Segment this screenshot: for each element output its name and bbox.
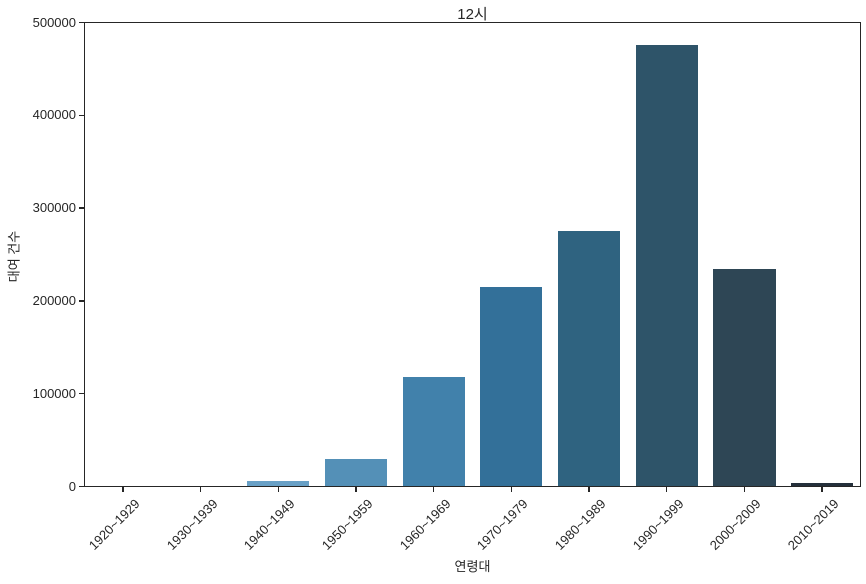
x-tick-mark xyxy=(122,487,124,492)
bar-1960~1969 xyxy=(402,376,465,487)
x-tick-mark xyxy=(588,487,590,492)
x-axis-label: 연령대 xyxy=(454,559,491,574)
x-tick-mark xyxy=(821,487,823,492)
x-tick-mark xyxy=(666,487,668,492)
bar-1940~1949 xyxy=(247,481,310,487)
bar-1950~1959 xyxy=(324,459,388,487)
chart-title: 12시 xyxy=(457,6,488,23)
x-tick-mark xyxy=(199,487,202,492)
y-tick-mark xyxy=(79,300,84,302)
bar-2010~2019 xyxy=(791,483,854,487)
bar-1990~1999 xyxy=(635,44,698,487)
y-tick-mark xyxy=(79,485,84,488)
y-tick-label: 400000 xyxy=(32,107,76,123)
bar-1970~1979 xyxy=(480,287,543,487)
x-tick-mark xyxy=(432,487,435,492)
x-tick-mark xyxy=(277,487,279,492)
y-tick-label: 100000 xyxy=(32,385,76,401)
x-tick-mark xyxy=(743,487,746,492)
y-tick-mark xyxy=(79,393,84,395)
x-tick-mark xyxy=(510,487,513,492)
y-tick-label: 200000 xyxy=(32,292,76,308)
y-tick-label: 0 xyxy=(68,478,76,494)
y-tick-mark xyxy=(79,114,84,116)
y-tick-mark xyxy=(79,207,84,209)
bar-2000~2009 xyxy=(713,269,776,487)
bar-1980~1989 xyxy=(557,230,621,487)
y-tick-mark xyxy=(79,21,84,24)
y-tick-label: 500000 xyxy=(32,14,76,30)
x-tick-mark xyxy=(355,487,357,492)
y-tick-label: 300000 xyxy=(32,200,76,216)
